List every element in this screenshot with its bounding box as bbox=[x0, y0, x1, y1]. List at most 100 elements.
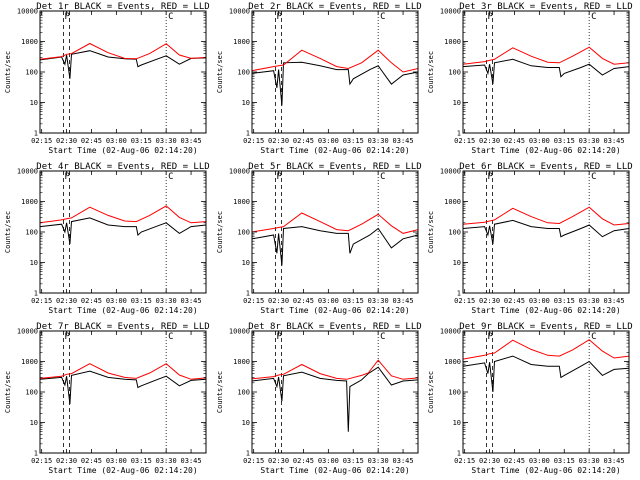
y-tick-label: 100 bbox=[448, 389, 461, 397]
x-tick-label: 03:45 bbox=[604, 457, 625, 465]
x-tick-label: 02:15 bbox=[243, 297, 264, 305]
y-tick-label: 10000 bbox=[229, 168, 250, 176]
marker-label-p: P bbox=[65, 12, 71, 22]
y-tick-label: 1000 bbox=[233, 358, 250, 366]
y-tick-label: 1 bbox=[34, 450, 38, 458]
y-tick-label: 10000 bbox=[440, 8, 461, 16]
y-tick-label: 1000 bbox=[444, 38, 461, 46]
detector-panel-9: P C 02:15 02:30 02:45 03:00 03:15 03:30 03:45 1 10… bbox=[427, 322, 633, 475]
detector-panel-7: P C 02:15 02:30 02:45 03:00 03:15 03:30 03:45 1 10… bbox=[4, 322, 210, 475]
x-tick-label: 02:30 bbox=[56, 137, 77, 145]
panel-title: Det 6r BLACK = Events, RED = LLD bbox=[459, 162, 632, 172]
y-tick-label: 10 bbox=[242, 419, 250, 427]
x-tick-label: 03:15 bbox=[343, 457, 364, 465]
plot-frame bbox=[462, 330, 630, 454]
marker-label-c: C bbox=[591, 12, 596, 22]
panel-title: Det 8r BLACK = Events, RED = LLD bbox=[248, 322, 421, 332]
detector-panel-6: P C 02:15 02:30 02:45 03:00 03:15 03:30 03:45 1 10… bbox=[427, 162, 633, 315]
series-line-events bbox=[39, 370, 207, 405]
y-tick-label: 1 bbox=[246, 290, 250, 298]
y-axis-label: Counts/sec bbox=[4, 371, 12, 413]
x-tick-label: 02:45 bbox=[504, 457, 525, 465]
series-line-lld bbox=[251, 359, 419, 380]
x-tick-label: 03:15 bbox=[343, 137, 364, 145]
x-tick-label: 03:15 bbox=[343, 297, 364, 305]
y-tick-label: 10000 bbox=[440, 168, 461, 176]
y-tick-label: 1 bbox=[457, 450, 461, 458]
y-tick-label: 1000 bbox=[21, 38, 38, 46]
x-tick-label: 03:45 bbox=[181, 137, 202, 145]
marker-label-p: P bbox=[488, 332, 494, 342]
panel-title: Det 5r BLACK = Events, RED = LLD bbox=[248, 162, 421, 172]
y-axis-label: Counts/sec bbox=[4, 211, 12, 253]
x-axis-label: Start Time (02-Aug-06 02:14:20) bbox=[48, 306, 197, 315]
y-tick-label: 10 bbox=[453, 419, 461, 427]
y-tick-label: 1 bbox=[34, 290, 38, 298]
x-tick-label: 02:45 bbox=[293, 457, 314, 465]
detector-panel-4: P C 02:15 02:30 02:45 03:00 03:15 03:30 03:45 1 10… bbox=[4, 162, 210, 315]
x-tick-label: 02:15 bbox=[31, 297, 52, 305]
x-axis-label: Start Time (02-Aug-06 02:14:20) bbox=[471, 146, 620, 155]
y-tick-label: 10 bbox=[30, 259, 38, 267]
x-tick-label: 03:30 bbox=[368, 457, 389, 465]
x-tick-label: 03:30 bbox=[156, 137, 177, 145]
y-tick-label: 1000 bbox=[444, 198, 461, 206]
x-tick-label: 02:45 bbox=[293, 137, 314, 145]
panel-title: Det 7r BLACK = Events, RED = LLD bbox=[36, 322, 209, 332]
series-line-events bbox=[39, 217, 207, 245]
y-tick-label: 1 bbox=[34, 130, 38, 138]
x-tick-label: 03:00 bbox=[106, 137, 127, 145]
y-axis-label: Counts/sec bbox=[4, 51, 12, 93]
y-tick-label: 10 bbox=[30, 419, 38, 427]
y-axis-label: Counts/sec bbox=[427, 51, 435, 93]
x-tick-label: 02:15 bbox=[31, 137, 52, 145]
x-tick-label: 02:15 bbox=[243, 457, 264, 465]
panel-title: Det 4r BLACK = Events, RED = LLD bbox=[36, 162, 209, 172]
detector-panel-1: P C 02:15 02:30 02:45 03:00 03:15 03:30 03:45 1 10… bbox=[4, 2, 210, 155]
x-tick-label: 03:45 bbox=[393, 297, 414, 305]
marker-label-p: P bbox=[488, 12, 494, 22]
y-axis-label: Counts/sec bbox=[216, 211, 224, 253]
x-axis-label: Start Time (02-Aug-06 02:14:20) bbox=[48, 146, 197, 155]
x-tick-label: 03:45 bbox=[393, 457, 414, 465]
y-tick-label: 10 bbox=[242, 259, 250, 267]
series-line-events bbox=[251, 366, 419, 432]
x-axis-label: Start Time (02-Aug-06 02:14:20) bbox=[471, 306, 620, 315]
x-tick-label: 02:30 bbox=[479, 137, 500, 145]
plot-frame bbox=[251, 10, 419, 134]
x-tick-label: 02:45 bbox=[504, 297, 525, 305]
y-tick-label: 1000 bbox=[21, 198, 38, 206]
x-tick-label: 02:45 bbox=[81, 297, 102, 305]
detector-panel-5: P C 02:15 02:30 02:45 03:00 03:15 03:30 03:45 1 10… bbox=[216, 162, 422, 315]
marker-label-p: P bbox=[277, 332, 283, 342]
x-axis-label: Start Time (02-Aug-06 02:14:20) bbox=[48, 466, 197, 475]
x-tick-label: 03:00 bbox=[529, 297, 550, 305]
x-tick-label: 02:45 bbox=[81, 457, 102, 465]
marker-label-c: C bbox=[168, 172, 173, 182]
y-axis-label: Counts/sec bbox=[216, 371, 224, 413]
x-tick-label: 02:15 bbox=[243, 137, 264, 145]
y-tick-label: 10000 bbox=[17, 168, 38, 176]
marker-label-c: C bbox=[380, 172, 385, 182]
x-tick-label: 03:15 bbox=[131, 297, 152, 305]
y-tick-label: 10 bbox=[453, 259, 461, 267]
y-tick-label: 1000 bbox=[233, 198, 250, 206]
marker-label-c: C bbox=[380, 332, 385, 342]
y-axis-label: Counts/sec bbox=[216, 51, 224, 93]
y-tick-label: 1000 bbox=[444, 358, 461, 366]
y-tick-label: 1 bbox=[457, 290, 461, 298]
plot-frame bbox=[462, 170, 630, 294]
detector-panel-2: P C 02:15 02:30 02:45 03:00 03:15 03:30 03:45 1 10… bbox=[216, 2, 422, 155]
marker-label-p: P bbox=[488, 172, 494, 182]
y-tick-label: 1 bbox=[246, 130, 250, 138]
x-axis-label: Start Time (02-Aug-06 02:14:20) bbox=[260, 466, 409, 475]
y-tick-label: 100 bbox=[237, 389, 250, 397]
marker-label-c: C bbox=[168, 332, 173, 342]
marker-label-p: P bbox=[277, 12, 283, 22]
x-tick-label: 02:15 bbox=[454, 297, 475, 305]
x-tick-label: 03:00 bbox=[529, 457, 550, 465]
y-tick-label: 100 bbox=[448, 229, 461, 237]
marker-label-c: C bbox=[380, 12, 385, 22]
series-line-lld bbox=[251, 49, 419, 73]
